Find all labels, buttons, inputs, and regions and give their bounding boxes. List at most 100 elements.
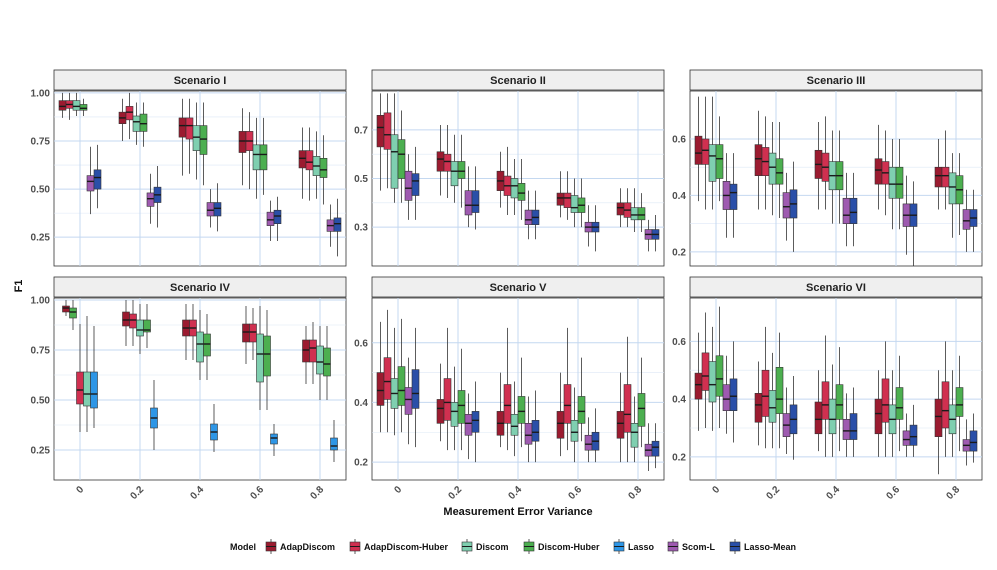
box-discom-huber <box>263 310 271 410</box>
box-iqr <box>531 420 540 442</box>
box-iqr <box>411 173 420 196</box>
box-iqr <box>136 319 144 337</box>
box-lasso-mean <box>651 423 660 469</box>
legend-label: AdapDiscom-Huber <box>364 542 449 552</box>
box-scom-l <box>86 146 95 215</box>
box-iqr <box>909 424 918 446</box>
box-adapdiscom-huber <box>563 327 572 451</box>
box-iqr <box>701 138 710 165</box>
box-lasso-mean <box>471 166 480 230</box>
panel-strip-scenario-iii <box>689 69 983 91</box>
box-discom-huber <box>517 159 526 220</box>
x-tick-label: 0.8 <box>627 484 645 502</box>
y-tick-label: 0.4 <box>354 398 368 409</box>
box-discom-huber <box>203 314 211 380</box>
legend-item-adapdiscom: AdapDiscom <box>265 539 335 554</box>
y-tick-label: 0.3 <box>354 223 368 234</box>
box-iqr <box>941 381 950 429</box>
box-iqr <box>79 104 88 111</box>
box-iqr <box>316 345 324 375</box>
box-iqr <box>471 190 480 213</box>
y-tick-label: 0.6 <box>672 134 686 145</box>
box-discom-huber <box>143 304 151 348</box>
box-iqr <box>213 202 222 217</box>
box-iqr <box>517 183 526 201</box>
box-iqr <box>842 419 851 440</box>
x-tick-label: 0 <box>74 484 86 496</box>
box-adapdiscom-huber <box>881 341 890 457</box>
box-discom <box>948 370 957 457</box>
box-adapdiscom-huber <box>125 92 134 140</box>
legend-item-scom-l: Scom-L <box>667 539 716 554</box>
box-adapdiscom <box>62 300 70 316</box>
box-iqr <box>630 423 639 448</box>
box-lasso-mean <box>411 327 420 448</box>
box-lasso-mean <box>729 153 738 238</box>
box-iqr <box>443 378 452 421</box>
box-iqr <box>694 372 703 400</box>
box-iqr <box>729 378 738 411</box>
box-adapdiscom <box>436 363 445 442</box>
box-iqr <box>238 131 247 153</box>
box-iqr <box>259 144 268 171</box>
box-discom-huber <box>715 116 724 202</box>
box-iqr <box>849 197 858 224</box>
panel-title-scenario-vi: Scenario VI <box>806 282 866 294</box>
box-iqr <box>273 209 282 224</box>
panel-scenario-v: Scenario V 0.2 0.4 0.6 0 0.2 0.4 0.6 0.8 <box>354 276 665 502</box>
box-scom-l <box>782 387 791 454</box>
box-iqr <box>323 347 331 377</box>
box-adapdiscom-huber <box>941 341 950 457</box>
box-iqr <box>143 319 151 333</box>
box-iqr <box>563 384 572 424</box>
panel-title-scenario-ii: Scenario II <box>490 75 546 87</box>
box-iqr <box>450 161 459 187</box>
box-iqr <box>450 402 459 427</box>
box-discom <box>630 396 639 463</box>
box-iqr <box>383 112 392 150</box>
x-axis-title: Measurement Error Variance <box>443 506 592 518</box>
box-discom-huber <box>835 347 844 452</box>
box-iqr <box>570 420 579 442</box>
box-iqr <box>828 398 837 435</box>
box-iqr <box>701 352 710 391</box>
box-scom-l <box>146 173 155 224</box>
box-iqr <box>761 369 770 417</box>
box-iqr <box>129 313 137 329</box>
box-lasso-mean <box>909 181 918 266</box>
box-lasso-mean <box>471 381 480 463</box>
box-iqr <box>842 197 851 224</box>
box-iqr <box>694 135 703 165</box>
box-adapdiscom-huber <box>881 130 890 216</box>
box-iqr <box>376 372 385 406</box>
x-tick-label: 0.8 <box>309 484 327 502</box>
box-iqr <box>969 430 978 452</box>
x-tick-label: 0.4 <box>825 484 843 502</box>
box-iqr <box>715 355 724 397</box>
box-discom-huber <box>895 138 904 230</box>
box-iqr <box>814 401 823 435</box>
x-tick-label: 0.2 <box>447 484 465 502</box>
panel-title-scenario-iii: Scenario III <box>807 75 866 87</box>
box-iqr <box>768 152 777 185</box>
box-iqr <box>266 211 275 226</box>
y-tick-label: 0.2 <box>672 247 686 258</box>
box-iqr <box>397 139 406 179</box>
box-iqr <box>637 393 646 427</box>
box-discom-huber <box>955 355 964 452</box>
x-tick-label: 0.2 <box>129 484 147 502</box>
x-tick-label: 0.8 <box>945 484 963 502</box>
box-iqr <box>616 202 625 216</box>
y-tick-label: 0.5 <box>354 174 368 185</box>
box-lasso-mean <box>969 189 978 252</box>
legend-label: Lasso-Mean <box>744 542 796 552</box>
box-discom-huber <box>139 102 148 147</box>
box-lasso-mean <box>93 144 102 209</box>
box-iqr <box>457 161 466 179</box>
box-discom-huber <box>775 332 784 449</box>
box-lasso-mean <box>411 146 420 220</box>
box-iqr <box>302 339 310 363</box>
box-iqr <box>249 323 257 343</box>
box-lasso <box>270 424 278 456</box>
box-iqr <box>577 396 586 424</box>
